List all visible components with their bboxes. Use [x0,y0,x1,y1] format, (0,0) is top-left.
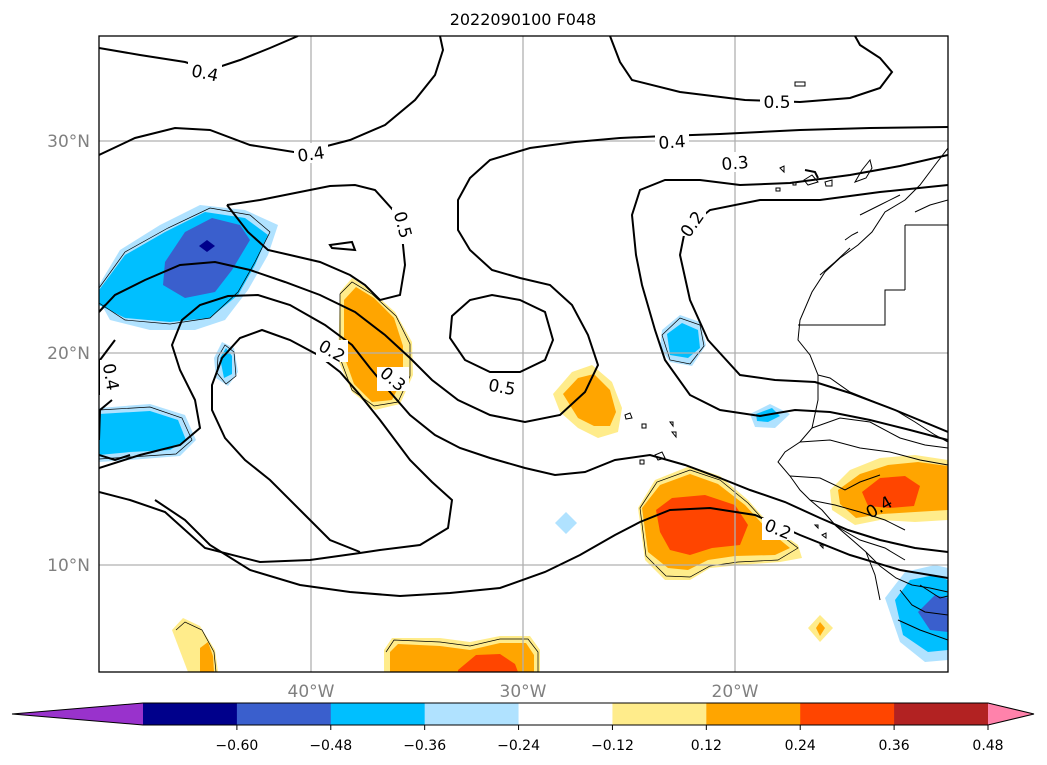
colorbar-swatch [706,703,801,725]
colorbar-swatch [424,703,520,725]
contour-line [154,499,948,598]
lat-label-30n: 30°N [47,132,90,152]
colorbar-extend-high [988,703,1034,725]
contour-line [226,183,407,302]
contour-line [99,304,106,313]
contour-line [328,240,357,252]
colorbar-tick-label: 0.36 [879,738,910,754]
contour-label: 0.4 [98,362,122,392]
colorbar-swatch [800,703,895,725]
plot-frame [98,35,949,673]
axis-labels: 30°N 20°N 10°N 40°W 30°W 20°W [47,132,759,702]
lat-label-20n: 20°N [47,344,90,364]
positive-anomaly-region [563,374,616,426]
colorbar-tick-label: −0.36 [403,738,446,754]
lon-label-30w: 30°W [500,682,547,702]
negative-anomaly-region [555,512,577,534]
colorbar-outline [11,702,1035,726]
contour-line [99,293,948,553]
colorbar-extend-low [12,703,143,725]
colorbar-tick-label: −0.60 [215,738,258,754]
contour-line [99,126,948,424]
contour-label: 0.3 [721,153,750,175]
colorbar-swatch [236,703,332,725]
colorbar-swatches [12,703,1034,725]
lat-label-10n: 10°N [47,556,90,576]
colorbar: −0.60 −0.48 −0.36 −0.24 −0.12 0.12 0.24 0.36 0.4… [11,702,1035,754]
positive-anomaly-region [458,654,518,672]
colorbar-swatch [143,703,238,725]
positive-anomaly-region [816,622,825,636]
contour-line [630,154,948,441]
colorbar-tick-label: 0.48 [972,738,1003,754]
colorbar-tick-label: 0.12 [691,738,722,754]
colorbar-swatch [330,703,426,725]
contour-line [99,328,454,564]
lon-label-20w: 20°W [712,682,759,702]
colorbar-tick-label: −0.12 [591,738,634,754]
contour-line [804,169,819,179]
shading-outlines [99,207,799,672]
negative-anomaly-region [667,323,700,358]
colorbar-swatch [894,703,989,725]
colorbar-swatch [612,703,707,725]
negative-anomaly-region [163,218,250,298]
contour-line [678,184,948,433]
colorbar-ticks: −0.60 −0.48 −0.36 −0.24 −0.12 0.12 0.24 0.36 0.4… [215,725,1004,754]
chart-title: 2022090100 F048 [450,10,597,29]
contour-label: 0.4 [296,143,326,167]
contour-line [448,293,555,373]
contour-label: 0.5 [763,93,790,113]
positive-anomaly-region [200,642,214,672]
positive-anomaly-region [862,476,920,508]
negative-anomaly-region [199,240,215,252]
contour-label: 0.5 [487,376,517,400]
colorbar-swatch [518,703,613,725]
colorbar-tick-label: −0.48 [309,738,352,754]
colorbar-tick-label: −0.24 [497,738,540,754]
colorbar-tick-label: 0.24 [785,738,816,754]
lon-label-40w: 40°W [288,682,335,702]
contour-lines [99,36,948,598]
contour-line [99,36,445,156]
contour-line [99,454,131,462]
contour-line [609,36,894,104]
negative-anomaly-region [99,411,186,455]
contour-label: 0.4 [658,132,686,154]
contour-label: 0.4 [189,61,220,86]
plot-area: 0.4 0.4 0.5 0.5 0.4 0.3 0.2 0.4 0.2 0.3 … [98,36,948,672]
